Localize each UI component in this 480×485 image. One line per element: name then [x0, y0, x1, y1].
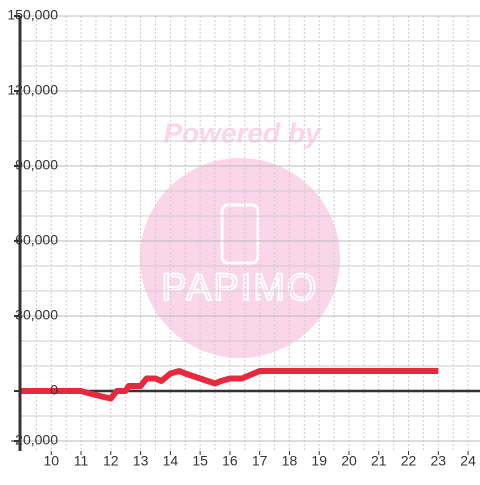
line [21, 368, 439, 402]
y-tick-label: 0 [50, 382, 58, 398]
x-tick-label: 24 [460, 453, 476, 469]
y-tick-label: 30,000 [15, 307, 58, 323]
x-tick-label: 19 [311, 453, 327, 469]
plot [21, 368, 439, 402]
y-tick-label: -20,000 [11, 432, 59, 448]
x-tick-label: 18 [282, 453, 298, 469]
y-tick-label: 120,000 [7, 82, 58, 98]
y-tick-label: 150,000 [7, 7, 58, 23]
x-tick-label: 12 [103, 453, 119, 469]
watermark: Powered by PAPIMO [140, 117, 340, 358]
x-tick-label: 22 [401, 453, 417, 469]
x-tick-label: 14 [163, 453, 179, 469]
watermark-icon [220, 203, 260, 265]
x-tick-label: 20 [341, 453, 357, 469]
watermark-text: Powered by [163, 117, 322, 148]
x-tick-label: 17 [252, 453, 268, 469]
x-tick-label: 10 [43, 453, 59, 469]
watermark-circle [140, 158, 340, 358]
x-tick-label: 13 [133, 453, 149, 469]
grid [20, 15, 480, 451]
watermark-logo: PAPIMO [162, 267, 319, 309]
y-tick-label: 90,000 [15, 157, 58, 173]
x-tick-label: 15 [192, 453, 208, 469]
x-tick-label: 23 [431, 453, 447, 469]
x-tick-label: 11 [74, 453, 89, 469]
x-tick-label: 16 [222, 453, 238, 469]
y-tick-label: 60,000 [15, 232, 58, 248]
x-tick-label: 21 [371, 453, 387, 469]
